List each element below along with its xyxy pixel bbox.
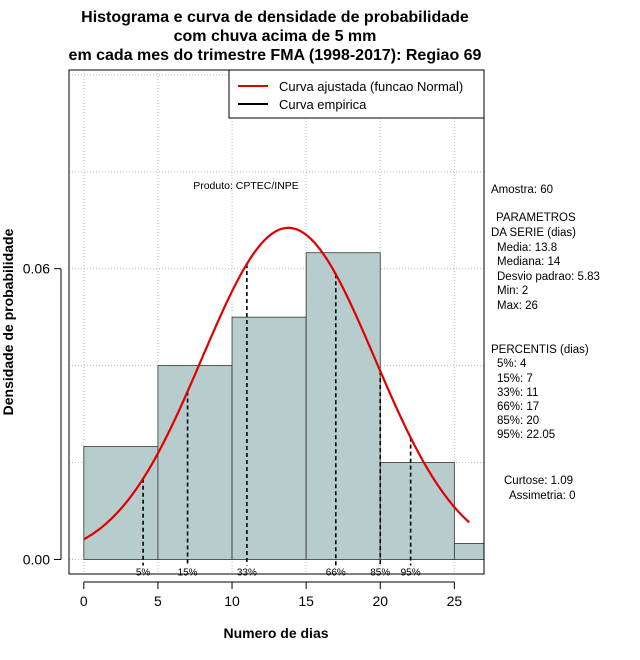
legend-label-normal: Curva ajustada (funcao Normal) — [279, 79, 463, 94]
percentile-label: 66% — [326, 567, 346, 578]
x-tick-label: 15 — [298, 593, 314, 609]
percentile-label: 95% — [401, 567, 421, 578]
y-tick-label: 0.00 — [23, 551, 50, 567]
chart-title-line-1: Histograma e curva de densidade de proba… — [81, 9, 469, 26]
stats-panel: Amostra: 60 PARAMETROS DA SERIE (dias) M… — [491, 184, 600, 502]
histogram-bar — [305, 252, 381, 560]
stat-min: Min: 2 — [497, 285, 528, 297]
x-tick-label: 10 — [224, 593, 240, 609]
x-tick-label: 25 — [447, 593, 463, 609]
chart-title-line-3: em cada mes do trimestre FMA (1998-2017)… — [69, 47, 482, 64]
stat-p66: 66%: 17 — [497, 401, 539, 413]
percentile-labels: 5% 15% 33% 66% 85% 95% — [136, 567, 421, 578]
x-tick-label: 20 — [372, 593, 388, 609]
stat-p85: 85%: 20 — [497, 415, 539, 427]
chart-title-line-2: com chuva acima de 5 mm — [174, 28, 377, 45]
legend: Curva ajustada (funcao Normal) Curva emp… — [228, 69, 485, 119]
stat-sample: Amostra: 60 — [491, 184, 553, 196]
stat-percentis-title: PERCENTIS (dias) — [491, 344, 589, 356]
x-axis-label: Numero de dias — [223, 625, 328, 641]
histogram-bar — [379, 462, 455, 560]
stat-median: Mediana: 14 — [497, 256, 561, 268]
stat-p15: 15%: 7 — [497, 373, 533, 385]
histogram-bar — [157, 365, 233, 560]
percentile-label: 15% — [178, 567, 198, 578]
stat-mean: Media: 13.8 — [497, 242, 557, 254]
histogram-bar — [453, 543, 485, 560]
stat-p33: 33%: 11 — [497, 387, 538, 399]
product-annotation: Produto: CPTEC/INPE — [193, 180, 299, 192]
x-axis: 0 5 10 15 20 25 — [80, 581, 463, 609]
percentile-lines — [142, 263, 412, 566]
legend-label-empirical: Curva empirica — [279, 97, 367, 112]
stat-skewness: Assimetria: 0 — [509, 490, 575, 502]
histogram-bar — [83, 446, 159, 560]
stat-kurtosis: Curtose: 1.09 — [504, 475, 573, 487]
y-tick-label: 0.06 — [23, 261, 50, 277]
x-tick-label: 5 — [154, 593, 162, 609]
stat-params-title-2: DA SERIE (dias) — [491, 227, 576, 239]
percentile-label: 85% — [370, 567, 390, 578]
x-tick-label: 0 — [80, 593, 88, 609]
normal-fit-curve — [83, 226, 470, 541]
histogram-bar — [231, 316, 307, 560]
y-axis: 0.00 0.06 — [23, 261, 62, 567]
percentile-label: 5% — [136, 567, 151, 578]
stat-params-title-1: PARAMETROS — [496, 212, 576, 224]
stat-p95: 95%: 22.05 — [497, 429, 555, 441]
stat-std: Desvio padrao: 5.83 — [497, 271, 600, 283]
y-axis-label: Densidade de probabilidade — [0, 228, 16, 415]
stat-p5: 5%: 4 — [497, 358, 527, 370]
legend-box — [228, 69, 485, 119]
histogram-bars — [83, 252, 485, 560]
percentile-label: 33% — [237, 567, 257, 578]
stat-max: Max: 26 — [497, 300, 538, 312]
